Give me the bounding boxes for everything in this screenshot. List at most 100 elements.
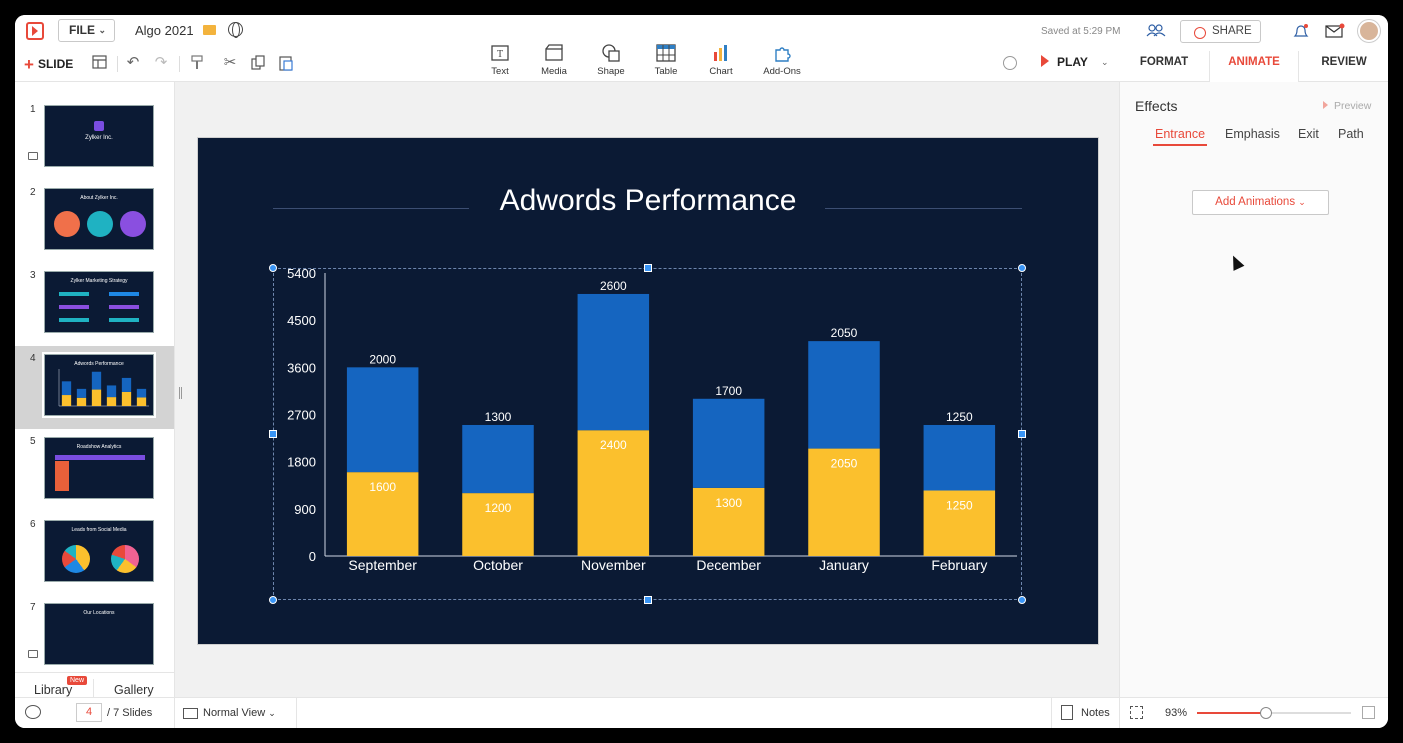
notifications-icon[interactable] xyxy=(1292,23,1310,39)
notes-button[interactable]: Notes xyxy=(1061,705,1110,720)
gallery-button[interactable]: Gallery xyxy=(114,683,154,697)
tool-label: Media xyxy=(541,66,567,77)
right-panel-tabs: FORMAT ANIMATE REVIEW xyxy=(1119,51,1388,83)
fit-to-window-icon[interactable] xyxy=(1130,706,1143,719)
data-label: 1200 xyxy=(485,501,512,515)
resize-handle[interactable] xyxy=(1018,264,1026,272)
layout-icon[interactable] xyxy=(91,55,107,71)
subtab-emphasis[interactable]: Emphasis xyxy=(1225,127,1280,141)
globe-icon[interactable] xyxy=(228,22,243,38)
chart-selection-box[interactable] xyxy=(273,268,1022,600)
table-icon xyxy=(656,43,676,63)
subtab-entrance[interactable]: Entrance xyxy=(1153,127,1208,146)
panel-resize-handle[interactable] xyxy=(179,387,182,399)
slide-preview-title: Our Locations xyxy=(83,610,115,616)
format-painter-icon[interactable] xyxy=(189,55,205,71)
resize-handle[interactable] xyxy=(269,430,277,438)
library-button[interactable]: Library xyxy=(34,683,73,697)
transition-icon xyxy=(28,650,38,658)
slide-thumbnail-5[interactable]: 5 Roadshow Analytics xyxy=(15,429,174,512)
subtab-path[interactable]: Path xyxy=(1338,127,1364,141)
bar-segment xyxy=(346,472,419,556)
slide-number: 1 xyxy=(30,104,36,115)
folder-icon[interactable] xyxy=(203,25,216,35)
media-icon xyxy=(544,43,564,63)
zoom-slider[interactable] xyxy=(1197,707,1351,719)
y-tick-label: 900 xyxy=(294,502,316,517)
insert-table-tool[interactable]: Table xyxy=(636,43,696,77)
slide-thumbnail-4[interactable]: 4 Adwords Performance xyxy=(15,346,174,429)
new-slide-button[interactable]: + SLIDE xyxy=(24,55,73,75)
page-number-input[interactable]: 4 xyxy=(76,703,102,722)
x-tick-label: January xyxy=(819,557,869,573)
slide-thumbnail-7[interactable]: 7 Our Locations xyxy=(15,595,174,678)
data-label: 1300 xyxy=(715,496,742,510)
preview-button[interactable]: Preview xyxy=(1323,100,1371,112)
resize-handle[interactable] xyxy=(644,264,652,272)
chat-icon[interactable] xyxy=(25,705,41,719)
slide-thumbnail-1[interactable]: 1 Zylker Inc. xyxy=(15,97,174,180)
slide-thumbnail-2[interactable]: 2 About Zylker Inc. xyxy=(15,180,174,263)
user-avatar[interactable] xyxy=(1358,20,1380,42)
play-options-chevron-icon[interactable]: ⌄ xyxy=(1101,57,1109,67)
bar-segment xyxy=(136,388,147,398)
resize-handle[interactable] xyxy=(269,596,277,604)
subtab-exit[interactable]: Exit xyxy=(1298,127,1319,141)
bar-segment xyxy=(121,391,132,406)
fullscreen-icon[interactable] xyxy=(1362,706,1375,719)
current-slide[interactable]: Adwords Performance 0 900 1800 2700 3600 4500… xyxy=(198,138,1098,644)
add-animations-button[interactable]: Add Animations ⌄ xyxy=(1192,190,1329,215)
tool-label: Shape xyxy=(597,66,625,77)
strategy-bar xyxy=(109,305,139,309)
slide-thumbnail-3[interactable]: 3 Zylker Marketing Strategy xyxy=(15,263,174,346)
mini-chart xyxy=(58,369,149,407)
resize-handle[interactable] xyxy=(269,264,277,272)
bar-chart[interactable]: 0 900 1800 2700 3600 4500 5400 1600 2000 Septembe… xyxy=(198,138,1098,644)
effects-heading: Effects xyxy=(1135,98,1178,114)
view-mode-select[interactable]: Normal View ⌄ xyxy=(183,707,276,719)
notes-label: Notes xyxy=(1081,707,1110,719)
cut-icon[interactable]: ✂ xyxy=(223,54,237,71)
file-menu-button[interactable]: FILE ⌄ xyxy=(58,19,115,42)
undo-icon[interactable]: ↶ xyxy=(126,54,140,71)
x-tick-label: February xyxy=(931,557,987,573)
show-logo-icon[interactable] xyxy=(26,22,44,40)
collaborators-icon[interactable] xyxy=(1146,23,1166,39)
copy-icon[interactable] xyxy=(250,55,266,71)
redo-icon[interactable]: ↷ xyxy=(154,54,168,71)
document-title[interactable]: Algo 2021 xyxy=(135,23,194,38)
tab-review[interactable]: REVIEW xyxy=(1321,56,1367,68)
bar-segment xyxy=(692,487,765,556)
share-button[interactable]: SHARE xyxy=(1180,20,1261,43)
bar-segment xyxy=(91,371,102,390)
tab-format[interactable]: FORMAT xyxy=(1139,56,1189,68)
bar-segment xyxy=(136,397,147,406)
slide-thumbnail-6[interactable]: 6 Leads from Social Media xyxy=(15,512,174,595)
tab-animate[interactable]: ANIMATE xyxy=(1209,51,1299,83)
timer-icon[interactable] xyxy=(1003,56,1017,70)
insert-text-tool[interactable]: T Text xyxy=(470,43,530,77)
resize-handle[interactable] xyxy=(1018,596,1026,604)
resize-handle[interactable] xyxy=(1018,430,1026,438)
paste-icon[interactable] xyxy=(278,55,294,71)
slide-number: 3 xyxy=(30,270,36,281)
resize-handle[interactable] xyxy=(644,596,652,604)
y-tick-label: 0 xyxy=(309,549,316,564)
strategy-bar xyxy=(59,305,89,309)
zoom-slider-handle[interactable] xyxy=(1260,707,1273,719)
insert-shape-tool[interactable]: Shape xyxy=(581,43,641,77)
text-icon: T xyxy=(490,43,510,63)
bar-segment xyxy=(106,397,117,406)
y-tick-label: 3600 xyxy=(287,360,316,375)
play-button[interactable]: PLAY xyxy=(1041,55,1088,69)
add-ons-tool[interactable]: Add-Ons xyxy=(752,43,812,77)
insert-chart-tool[interactable]: Chart xyxy=(691,43,751,77)
app-window: FILE ⌄ Algo 2021 + SLIDE ↶ ↷ ✂ T Text Med… xyxy=(15,15,1388,728)
y-tick-label: 4500 xyxy=(287,313,316,328)
insert-media-tool[interactable]: Media xyxy=(524,43,584,77)
slide-number: 2 xyxy=(30,187,36,198)
top-toolbar: FILE ⌄ Algo 2021 + SLIDE ↶ ↷ ✂ T Text Med… xyxy=(15,15,1388,83)
feedback-mail-icon[interactable] xyxy=(1325,23,1345,39)
bar-segment xyxy=(808,341,880,449)
slide-title[interactable]: Adwords Performance xyxy=(499,184,797,217)
